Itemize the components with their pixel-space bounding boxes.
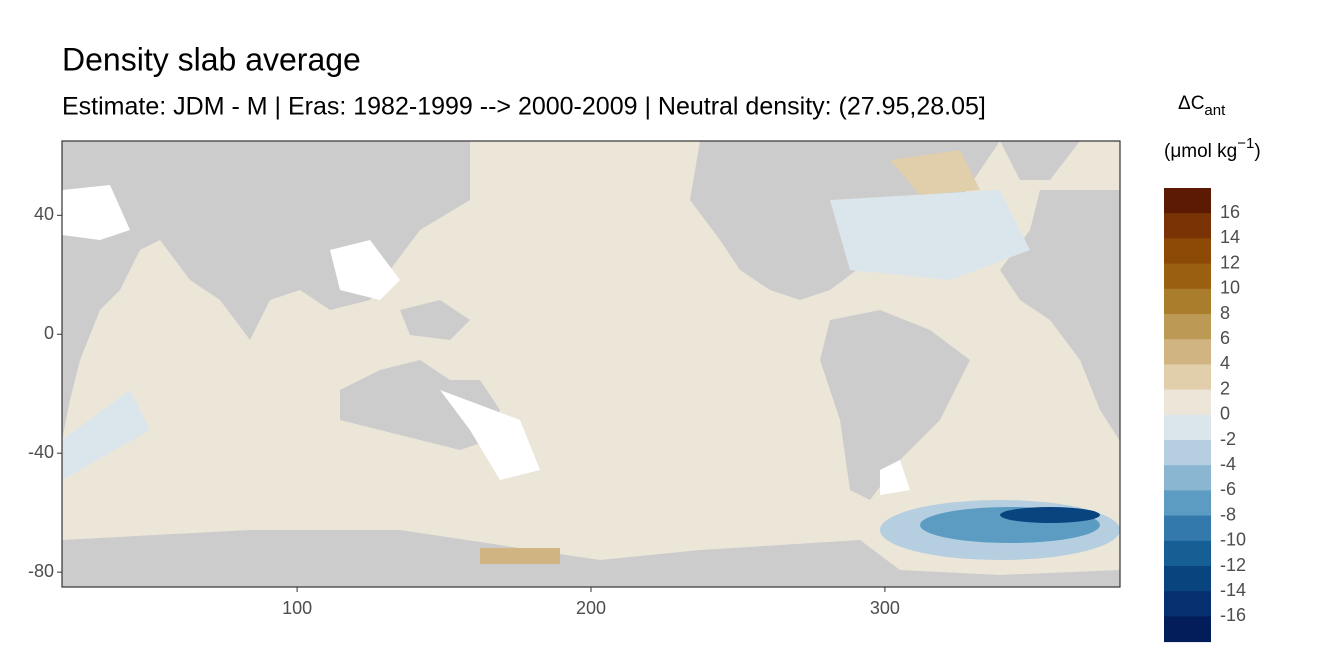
x-tick-label: 300 bbox=[870, 598, 900, 618]
y-tick-label: 40 bbox=[34, 204, 54, 224]
legend-label: -2 bbox=[1220, 429, 1236, 449]
legend-swatch bbox=[1164, 440, 1211, 466]
legend-swatch bbox=[1164, 339, 1211, 365]
legend-swatch bbox=[1164, 364, 1211, 391]
legend-swatch bbox=[1164, 288, 1211, 315]
legend-label: 6 bbox=[1220, 328, 1230, 348]
legend-label: -6 bbox=[1220, 479, 1236, 499]
legend-label: 8 bbox=[1220, 303, 1230, 323]
chart-subtitle: Estimate: JDM - M | Eras: 1982-1999 --> … bbox=[62, 93, 986, 121]
legend-swatch bbox=[1164, 213, 1211, 239]
legend-label: 0 bbox=[1220, 404, 1230, 424]
legend-unit: (μmol kg−1) bbox=[1164, 135, 1261, 162]
y-tick-label: -80 bbox=[28, 561, 54, 581]
chart-title: Density slab average bbox=[62, 41, 361, 77]
legend-label: 10 bbox=[1220, 278, 1240, 298]
legend-label: 2 bbox=[1220, 378, 1230, 398]
legend-swatch bbox=[1164, 616, 1211, 643]
map-panel bbox=[61, 140, 1121, 588]
legend-title: ΔCant bbox=[1178, 93, 1226, 119]
legend-label: -14 bbox=[1220, 580, 1246, 600]
legend-label: -8 bbox=[1220, 504, 1236, 524]
legend-swatch bbox=[1164, 389, 1211, 416]
legend-swatch bbox=[1164, 540, 1211, 567]
legend-label: -12 bbox=[1220, 555, 1246, 575]
legend-swatch bbox=[1164, 238, 1211, 265]
x-tick-label: 100 bbox=[282, 598, 312, 618]
legend-unit-close: ) bbox=[1254, 141, 1260, 162]
legend-swatch bbox=[1164, 188, 1211, 214]
land bbox=[62, 141, 1120, 587]
y-tick-label: -40 bbox=[28, 442, 54, 462]
legend-swatch bbox=[1164, 314, 1211, 340]
legend-label: 4 bbox=[1220, 353, 1230, 373]
legend-swatch bbox=[1164, 414, 1211, 441]
no-data bbox=[62, 185, 910, 495]
legend-unit-sup: −1 bbox=[1237, 135, 1254, 152]
legend-swatch bbox=[1164, 566, 1211, 592]
legend-label: 16 bbox=[1220, 202, 1240, 222]
legend-label: -4 bbox=[1220, 454, 1236, 474]
legend-label: 14 bbox=[1220, 227, 1240, 247]
legend-label: -10 bbox=[1220, 530, 1246, 550]
legend-swatch bbox=[1164, 263, 1211, 290]
y-tick-label: 0 bbox=[44, 323, 54, 343]
legend-title-main: ΔC bbox=[1178, 93, 1204, 114]
anomaly bbox=[62, 150, 1120, 564]
legend-swatch bbox=[1164, 515, 1211, 542]
legend-swatch bbox=[1164, 465, 1211, 491]
legend-label: 12 bbox=[1220, 252, 1240, 272]
legend-label: -16 bbox=[1220, 605, 1246, 625]
legend-unit-main: (μmol kg bbox=[1164, 141, 1237, 162]
legend-title-sub: ant bbox=[1204, 102, 1226, 119]
x-tick-label: 200 bbox=[576, 598, 606, 618]
legend-swatch bbox=[1164, 591, 1211, 617]
legend-swatch bbox=[1164, 490, 1211, 517]
